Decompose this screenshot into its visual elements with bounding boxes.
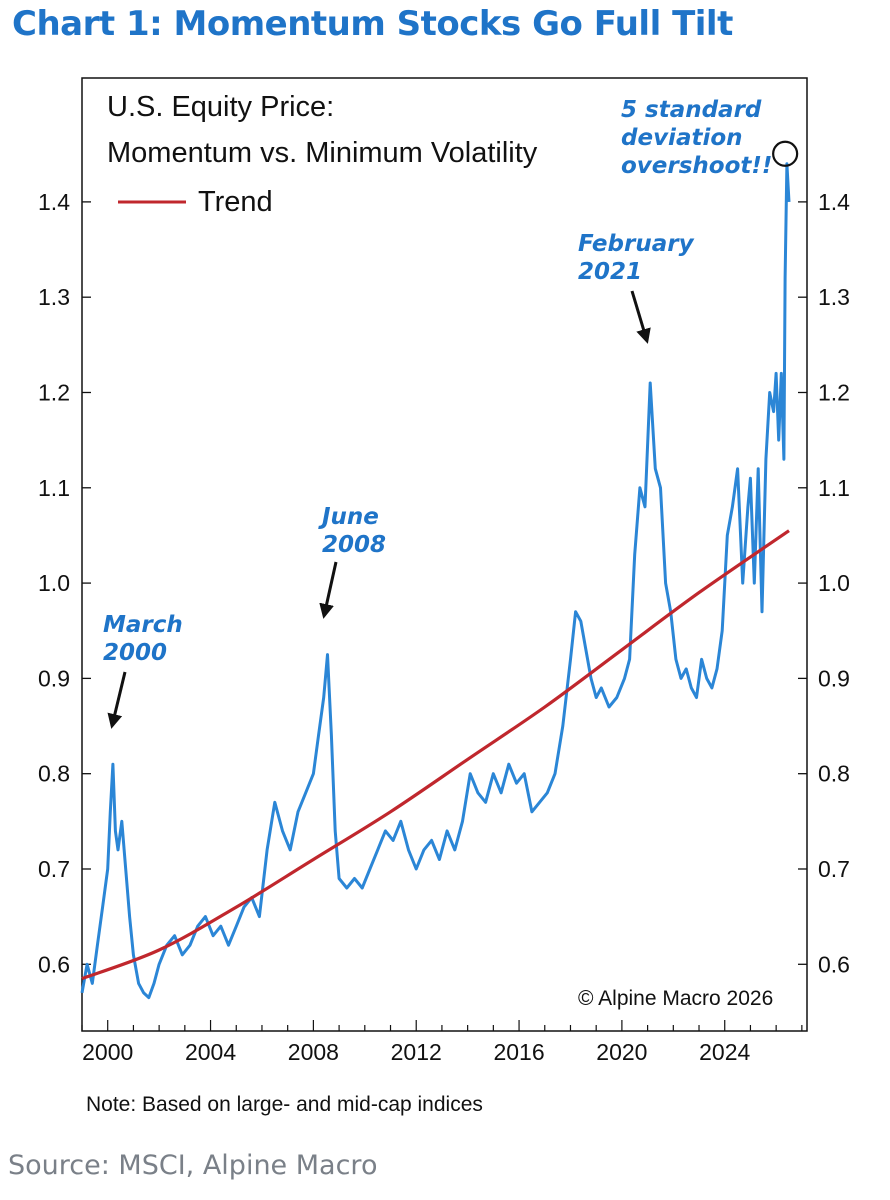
copyright-label: © Alpine Macro 2026	[578, 987, 773, 1010]
y-tick-label-left: 0.9	[38, 665, 70, 691]
annotation-arrow-0	[107, 671, 127, 729]
x-tick-label: 2020	[596, 1039, 647, 1065]
legend-title-line-1: U.S. Equity Price:	[107, 91, 334, 123]
annotation-line: 2000	[103, 640, 167, 666]
momentum-vs-minvol-line	[80, 162, 791, 1000]
y-tick-label-right: 1.1	[818, 475, 850, 501]
y-tick-label-right: 1.4	[818, 189, 850, 215]
annotation-line: 2021	[578, 259, 642, 285]
annotation-0: March 2000	[103, 612, 183, 666]
y-tick-label-right: 0.8	[818, 761, 850, 787]
annotation-arrow-1	[319, 561, 338, 619]
y-tick-label-left: 1.4	[38, 189, 70, 215]
annotation-line: 5 standard	[621, 97, 762, 123]
y-tick-label-right: 0.9	[818, 665, 850, 691]
annotation-arrow-2	[630, 290, 651, 344]
y-tick-label-right: 0.7	[818, 856, 850, 882]
annotation-line: 2008	[322, 532, 386, 558]
y-tick-label-left: 0.6	[38, 951, 70, 977]
plot-frame	[81, 77, 808, 1032]
legend-title-line-2: Momentum vs. Minimum Volatility	[107, 137, 538, 169]
y-axis-left: 0.6 0.7 0.8 0.9 1.0 1.1 1.2 1.3 1.4	[38, 189, 91, 977]
annotation-1: June 2008	[318, 504, 386, 558]
chart-note: Note: Based on large- and mid-cap indice…	[86, 1093, 483, 1116]
annotation-line: February	[578, 231, 695, 257]
y-tick-label-left: 1.2	[38, 379, 70, 405]
annotation-line: deviation	[621, 125, 743, 151]
y-tick-label-right: 0.6	[818, 951, 850, 977]
y-tick-label-left: 1.1	[38, 475, 70, 501]
x-tick-label: 2024	[699, 1039, 750, 1065]
y-tick-label-left: 1.0	[38, 570, 70, 596]
y-axis-right: 0.6 0.7 0.8 0.9 1.0 1.1 1.2 1.3 1.4	[798, 189, 850, 977]
annotation-line: March	[103, 612, 183, 638]
series-layer	[80, 162, 791, 1000]
overshoot-circle	[772, 140, 799, 167]
x-tick-label: 2000	[82, 1039, 133, 1065]
chart-title: Chart 1: Momentum Stocks Go Full Tilt	[12, 4, 733, 44]
annotations-layer: March 2000 June 2008 February 2021 5 standard d…	[103, 97, 799, 729]
trend-line	[81, 529, 790, 981]
annotation-line: June	[318, 504, 379, 530]
x-axis: 2000 2004 2008 2012 2016 2020 2024	[81, 1020, 803, 1065]
y-tick-label-left: 1.3	[38, 284, 70, 310]
y-tick-label-right: 1.3	[818, 284, 850, 310]
y-tick-label-right: 1.2	[818, 379, 850, 405]
annotation-2: February 2021	[578, 231, 695, 285]
y-tick-label-left: 0.7	[38, 856, 70, 882]
y-tick-label-left: 0.8	[38, 761, 70, 787]
x-tick-label: 2016	[493, 1039, 544, 1065]
y-tick-label-right: 1.0	[818, 570, 850, 596]
x-tick-label: 2012	[391, 1039, 442, 1065]
x-tick-label: 2004	[185, 1039, 236, 1065]
chart-source: Source: MSCI, Alpine Macro	[8, 1150, 378, 1181]
legend-trend-label: Trend	[198, 186, 273, 218]
x-tick-label: 2008	[288, 1039, 339, 1065]
annotation-3: 5 standard deviation overshoot!!	[621, 97, 772, 179]
annotation-line: overshoot!!	[621, 153, 772, 179]
